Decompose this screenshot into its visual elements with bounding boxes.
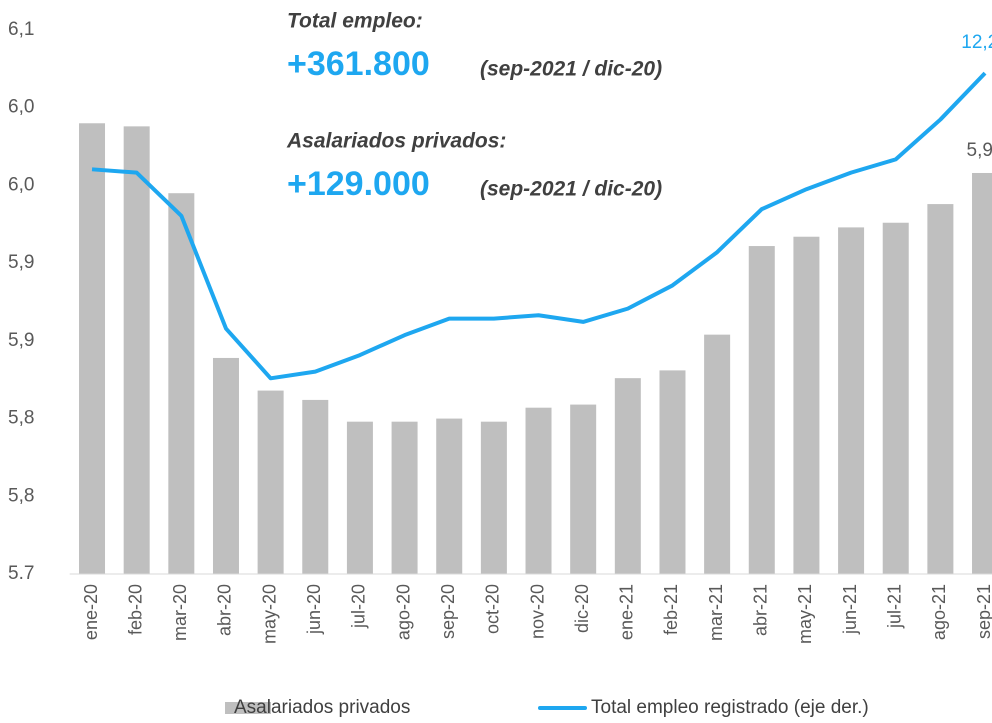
bar — [793, 236, 820, 574]
bar — [168, 193, 195, 574]
bar — [659, 370, 686, 574]
x-tick-label: may-21 — [795, 584, 815, 644]
x-tick-label: sep-20 — [438, 584, 458, 639]
data-label: 5,96 — [967, 140, 992, 161]
y-tick-label: 6,1 — [8, 19, 34, 40]
y-tick-label: 6,0 — [8, 174, 34, 195]
x-tick-label: ene-20 — [81, 584, 101, 640]
x-tick-label: jun-20 — [304, 584, 324, 635]
x-tick-label: jul-20 — [349, 584, 369, 629]
bar — [882, 222, 909, 574]
bar — [614, 378, 641, 574]
annotation-number: +129.000 — [287, 165, 430, 203]
y-tick-label: 5,8 — [8, 408, 34, 429]
y-tick-label: 5.7 — [8, 563, 34, 584]
x-tick-label: jul-21 — [884, 584, 904, 629]
bar — [391, 421, 418, 574]
x-tick-label: jun-21 — [840, 584, 860, 635]
annotation-number: +361.800 — [287, 45, 430, 83]
bar — [123, 126, 150, 574]
bar — [748, 246, 775, 574]
x-tick-label: abr-20 — [215, 584, 235, 636]
bar — [212, 357, 239, 574]
bar — [838, 227, 865, 574]
x-tick-label: feb-21 — [661, 584, 681, 635]
y-tick-label: 5,9 — [8, 252, 34, 273]
x-tick-label: mar-21 — [706, 584, 726, 641]
legend-swatch — [225, 702, 271, 714]
x-tick-label: oct-20 — [483, 584, 503, 634]
x-tick-label: feb-20 — [125, 584, 145, 635]
y-tick-label: 5,8 — [8, 485, 34, 506]
x-tick-label: ago-20 — [393, 584, 413, 640]
annotation-period: (sep-2021 / dic-20) — [480, 178, 662, 201]
annotation-heading: Asalariados privados: — [286, 130, 506, 153]
bar — [972, 172, 992, 574]
data-label: 12,26 — [961, 32, 992, 53]
x-tick-label: may-20 — [259, 584, 279, 644]
x-tick-label: sep-21 — [974, 584, 992, 639]
bar — [525, 407, 552, 574]
x-tick-label: mar-20 — [170, 584, 190, 641]
bar — [927, 204, 954, 574]
legend-label: Total empleo registrado (eje der.) — [591, 697, 869, 718]
bar — [570, 404, 597, 574]
line — [91, 71, 987, 381]
bar — [79, 123, 106, 574]
x-tick-label: nov-20 — [527, 584, 547, 639]
x-tick-label: dic-20 — [572, 584, 592, 633]
annotation-period: (sep-2021 / dic-20) — [480, 58, 662, 81]
y-tick-label: 5,9 — [8, 330, 34, 351]
bar — [704, 334, 731, 574]
bar — [257, 390, 284, 574]
annotation-heading: Total empleo: — [287, 10, 423, 33]
bar — [436, 418, 463, 574]
legend-label: Asalariados privados — [234, 697, 410, 718]
bar — [346, 421, 373, 574]
bar — [480, 421, 507, 574]
x-tick-label: ene-21 — [617, 584, 637, 640]
bar — [302, 399, 329, 574]
x-tick-label: abr-21 — [751, 584, 771, 636]
y-tick-label: 6,0 — [8, 97, 34, 118]
x-tick-label: ago-21 — [929, 584, 949, 640]
